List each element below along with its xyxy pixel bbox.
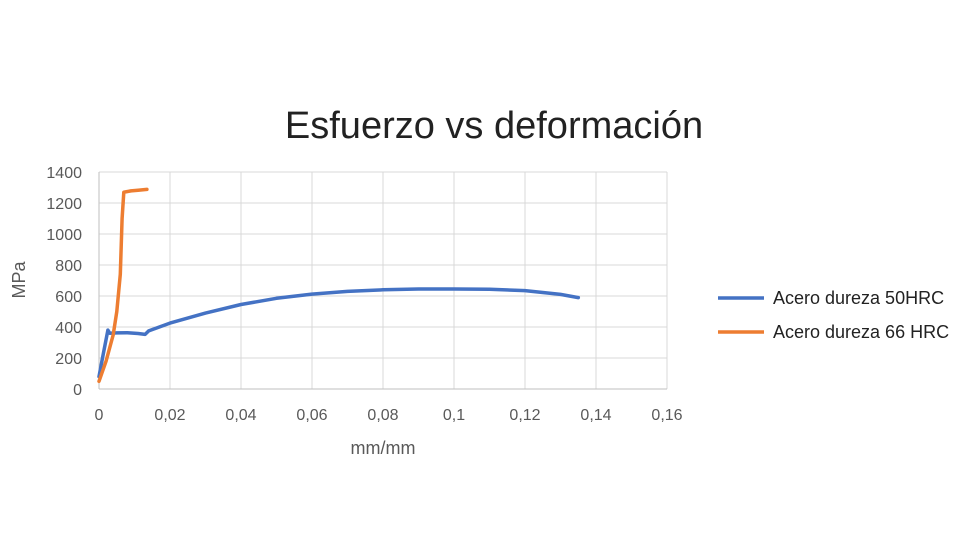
y-axis-label: MPa bbox=[9, 261, 29, 299]
x-tick-label: 0,12 bbox=[509, 407, 540, 424]
x-tick-label: 0,06 bbox=[296, 407, 327, 424]
x-tick-label: 0,14 bbox=[580, 407, 611, 424]
y-tick-label: 1000 bbox=[46, 227, 82, 244]
x-tick-label: 0,04 bbox=[225, 407, 256, 424]
x-tick-label: 0,1 bbox=[443, 407, 465, 424]
gridlines bbox=[99, 171, 668, 389]
x-axis-label: mm/mm bbox=[351, 438, 416, 458]
legend-label: Acero dureza 50HRC bbox=[773, 288, 944, 308]
x-tick-label: 0,02 bbox=[154, 407, 185, 424]
x-tick-label: 0 bbox=[95, 407, 104, 424]
chart-title: Esfuerzo vs deformación bbox=[285, 105, 703, 147]
y-tick-label: 0 bbox=[73, 382, 82, 399]
y-tick-label: 600 bbox=[55, 289, 82, 306]
series-lines bbox=[97, 187, 581, 384]
series-line-1 bbox=[97, 287, 581, 379]
y-tick-label: 400 bbox=[55, 320, 82, 337]
series-line-2 bbox=[97, 187, 149, 384]
y-tick-label: 200 bbox=[55, 351, 82, 368]
axes: 0 200 400 600 800 1000 1200 1400 0 0,02 0,04 0,06 0,… bbox=[46, 165, 682, 424]
x-tick-label: 0,08 bbox=[367, 407, 398, 424]
y-tick-label: 800 bbox=[55, 258, 82, 275]
y-tick-label: 1400 bbox=[46, 165, 82, 182]
legend-label: Acero dureza 66 HRC bbox=[773, 322, 949, 342]
x-tick-label: 0,16 bbox=[651, 407, 682, 424]
y-tick-label: 1200 bbox=[46, 196, 82, 213]
legend: Acero dureza 50HRC Acero dureza 66 HRC bbox=[718, 288, 949, 342]
